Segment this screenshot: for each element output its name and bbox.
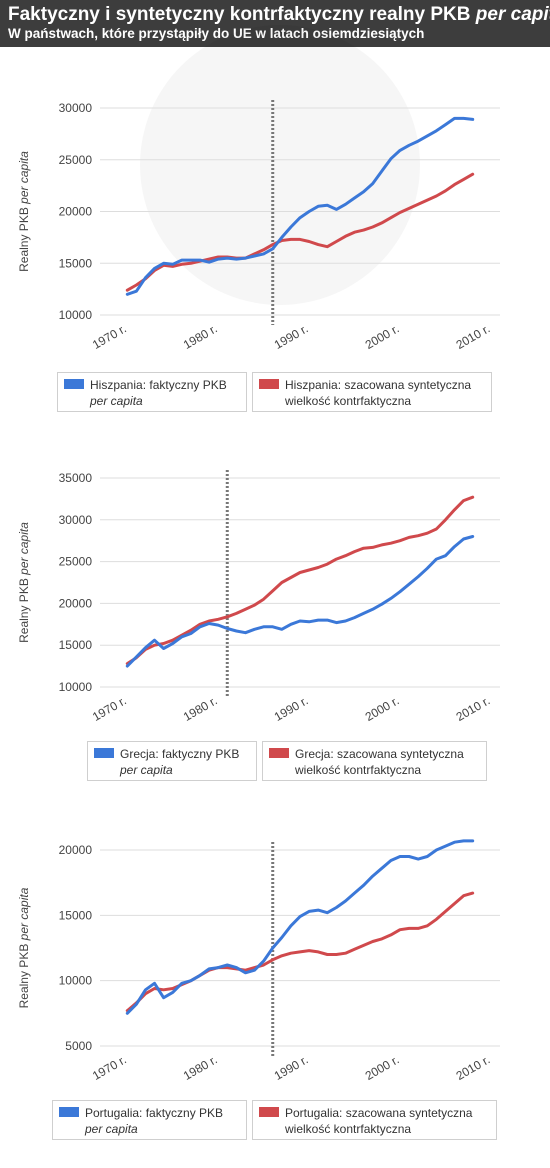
x-tick-label: 1970 r. xyxy=(90,1052,129,1082)
legend-item-portugal-actual: Portugalia: faktyczny PKB per capita xyxy=(52,1100,247,1140)
legend-label-line2: per capita xyxy=(90,394,143,408)
y-axis-title-italic: per capita xyxy=(17,887,31,941)
x-tick-label: 2010 r. xyxy=(454,321,493,351)
chart-svg-greece: 10000 15000 20000 25000 30000 35000 1970 r. 198… xyxy=(17,470,500,724)
legend-swatch-synthetic xyxy=(259,1107,279,1117)
series-line-greece-synthetic xyxy=(125,495,475,666)
legend-label: Portugalia: faktyczny PKB xyxy=(85,1106,224,1120)
y-tick-label: 20000 xyxy=(59,843,93,857)
legend-swatch-synthetic xyxy=(269,748,289,758)
y-tick-label: 15000 xyxy=(59,256,93,270)
series-line-greece-actual xyxy=(125,535,475,668)
y-axis-title: Realny PKB per capita xyxy=(17,522,31,643)
y-tick-label: 20000 xyxy=(59,596,93,610)
chart-svg-spain: 10000 15000 20000 25000 30000 1970 r. 1980 r. 1… xyxy=(17,100,500,352)
legend-label-line2: wielkość kontrfaktyczna xyxy=(285,1122,412,1136)
y-tick-label: 20000 xyxy=(59,205,93,219)
x-tick-label: 1990 r. xyxy=(272,693,311,723)
chart-panel-greece: 10000 15000 20000 25000 30000 35000 1970 r. 198… xyxy=(0,420,550,790)
x-tick-label: 1980 r. xyxy=(181,321,220,351)
series-line-spain-actual xyxy=(125,116,475,296)
y-tick-label: 30000 xyxy=(59,513,93,527)
y-tick-label: 10000 xyxy=(59,974,93,988)
x-tick-label: 2010 r. xyxy=(454,693,493,723)
legend-swatch-actual xyxy=(64,379,84,389)
x-tick-label: 2000 r. xyxy=(363,693,402,723)
y-tick-label: 10000 xyxy=(59,680,93,694)
legend-label: Hiszpania: faktyczny PKB xyxy=(90,378,227,392)
legend-label: Hiszpania: szacowana syntetyczna xyxy=(285,378,472,392)
x-tick-label: 2000 r. xyxy=(363,321,402,351)
legend-label-line2: wielkość kontrfaktyczna xyxy=(295,763,422,777)
series-line-portugal-synthetic xyxy=(125,891,475,1013)
y-axis-title-italic: per capita xyxy=(17,151,31,205)
y-tick-label: 30000 xyxy=(59,101,93,115)
x-tick-label: 1980 r. xyxy=(181,693,220,723)
legend-item-spain-synthetic: Hiszpania: szacowana syntetyczna wielkoś… xyxy=(252,372,492,412)
y-axis-title: Realny PKB per capita xyxy=(17,151,31,272)
x-tick-label: 1990 r. xyxy=(272,321,311,351)
y-tick-label: 5000 xyxy=(65,1039,92,1053)
y-axis-title: Realny PKB per capita xyxy=(17,887,31,1008)
legend-item-greece-actual: Grecja: faktyczny PKB per capita xyxy=(87,741,257,781)
chart-panel-portugal: 5000 10000 15000 20000 1970 r. 1980 r. 1990 r.… xyxy=(0,790,550,1160)
y-axis-title-main: Realny PKB xyxy=(17,204,31,272)
y-tick-label: 10000 xyxy=(59,308,93,322)
x-tick-label: 2010 r. xyxy=(454,1052,493,1082)
chart-header: Faktyczny i syntetyczny kontrfaktyczny r… xyxy=(0,0,550,47)
y-tick-label: 15000 xyxy=(59,638,93,652)
legend-label: Portugalia: szacowana syntetyczna xyxy=(285,1106,473,1120)
legend-swatch-synthetic xyxy=(259,379,279,389)
y-axis-title-main: Realny PKB xyxy=(17,940,31,1008)
series-line-portugal-actual xyxy=(125,839,475,1015)
legend-label-line2: per capita xyxy=(120,763,173,777)
y-tick-label: 15000 xyxy=(59,908,93,922)
legend-swatch-actual xyxy=(59,1107,79,1117)
x-tick-label: 1970 r. xyxy=(90,321,129,351)
y-axis-title-main: Realny PKB xyxy=(17,575,31,643)
chart-title-main: Faktyczny i syntetyczny kontrfaktyczny r… xyxy=(8,4,476,25)
legend-swatch-actual xyxy=(94,748,114,758)
y-tick-label: 35000 xyxy=(59,471,93,485)
legend-label-line2: per capita xyxy=(85,1122,138,1136)
chart-svg-portugal: 5000 10000 15000 20000 1970 r. 1980 r. 1990 r.… xyxy=(17,839,500,1083)
legend-item-greece-synthetic: Grecja: szacowana syntetyczna wielkość k… xyxy=(262,741,487,781)
y-axis-title-italic: per capita xyxy=(17,522,31,576)
x-tick-label: 1980 r. xyxy=(181,1052,220,1082)
chart-title: Faktyczny i syntetyczny kontrfaktyczny r… xyxy=(8,4,550,26)
legend-label: Grecja: szacowana syntetyczna xyxy=(295,747,464,761)
x-tick-label: 1970 r. xyxy=(90,693,129,723)
chart-title-italic: per capita xyxy=(475,4,550,25)
legend-label: Grecja: faktyczny PKB xyxy=(120,747,240,761)
chart-panel-spain: 10000 15000 20000 25000 30000 1970 r. 1980 r. 1… xyxy=(0,50,550,420)
chart-subtitle: W państwach, które przystąpiły do UE w l… xyxy=(8,26,425,41)
x-tick-label: 1990 r. xyxy=(272,1052,311,1082)
y-tick-label: 25000 xyxy=(59,153,93,167)
x-tick-label: 2000 r. xyxy=(363,1052,402,1082)
legend-label-line2: wielkość kontrfaktyczna xyxy=(285,394,412,408)
y-tick-label: 25000 xyxy=(59,555,93,569)
legend-item-spain-actual: Hiszpania: faktyczny PKB per capita xyxy=(57,372,247,412)
legend-item-portugal-synthetic: Portugalia: szacowana syntetyczna wielko… xyxy=(252,1100,497,1140)
series-line-spain-synthetic xyxy=(125,172,475,292)
